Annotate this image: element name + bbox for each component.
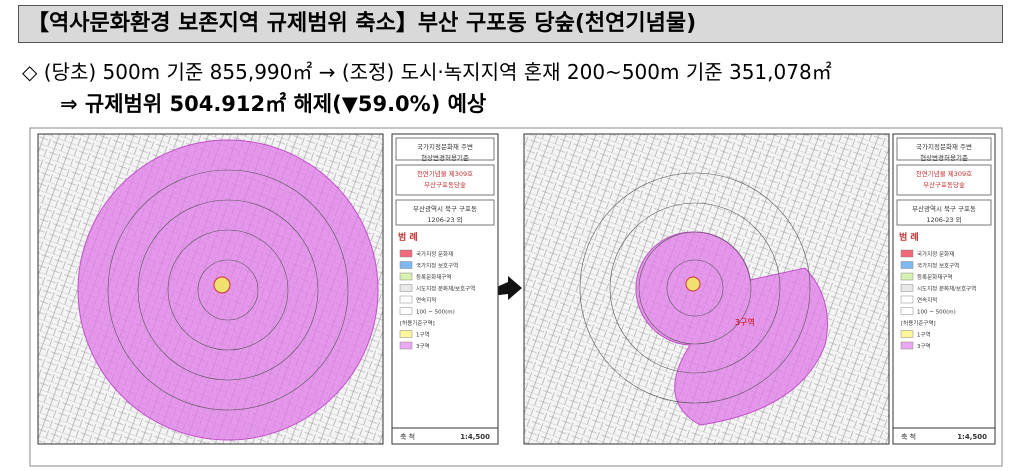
- legend-swatch: [399, 261, 413, 269]
- panel-text: 부산광역시 북구 구포동: [912, 204, 976, 213]
- map-border: [37, 133, 384, 445]
- legend-label: 3구역: [416, 342, 430, 350]
- panel-box: [395, 164, 495, 196]
- legend-title: 범 례: [398, 231, 418, 243]
- scale: 1:4,500: [460, 433, 490, 441]
- title: 【역사문화환경 보존지역 규제범위 축소】부산 구포동 당숲(천연기념물): [18, 5, 1003, 43]
- panel-text: 부산구포동당숲: [923, 180, 965, 189]
- legend-label: 100 ~ 500(m): [917, 310, 956, 316]
- legend-swatch: [399, 249, 413, 258]
- scale-label: 축 척: [400, 432, 415, 441]
- legend-swatch: [900, 307, 914, 315]
- panel-text: 1206-23 외: [427, 216, 462, 224]
- legend-label: 국가지정 보호구역: [917, 262, 959, 270]
- panel-text: 국가지정문화재 주변: [417, 142, 473, 151]
- legend-label: 국가지정 문화재: [416, 250, 453, 258]
- legend-swatch: [399, 341, 413, 350]
- legend-swatch: [399, 272, 413, 281]
- legend-title: 범 례: [899, 231, 919, 243]
- legend-label: 3구역: [917, 342, 931, 350]
- legend-label: 1구역: [917, 331, 931, 339]
- panel-text: 부산구포동당숲: [424, 180, 466, 189]
- legend-label: 연속지적: [917, 296, 937, 304]
- legend-label: 시도지정 문화재/보호구역: [416, 285, 475, 293]
- panel-text: 현상변경허용기준: [920, 153, 968, 162]
- frame: [29, 127, 1003, 467]
- legend-label: 등록문화재구역: [917, 273, 952, 281]
- site: [213, 276, 231, 294]
- panel-text: 부산광역시 북구 구포동: [413, 204, 477, 213]
- legend-swatch: [900, 295, 914, 304]
- scale-label: 축 척: [901, 432, 916, 441]
- panel-box: [896, 199, 992, 226]
- legend-swatch: [900, 249, 914, 258]
- map-border: [523, 133, 890, 445]
- legend-swatch: [399, 295, 413, 304]
- summary-line: ◇ (당초) 500m 기준 855,990㎡ → (조정) 도시·녹지지역 혼…: [22, 60, 832, 84]
- legend-label: 시도지정 문화재/보호구역: [917, 285, 976, 293]
- legend-label: 등록문화재구역: [416, 273, 451, 281]
- legend-swatch: [900, 261, 914, 269]
- site: [685, 276, 701, 292]
- panel-box: [896, 137, 992, 161]
- summary-line: ⇒ 규제범위 504.912㎡ 해제(▼59.0%) 예상: [60, 92, 487, 116]
- scale: 1:4,500: [957, 433, 987, 441]
- legend-swatch: [399, 307, 413, 315]
- panel-text: 1206-23 외: [926, 216, 961, 224]
- legend-swatch: [399, 284, 413, 292]
- legend-label: [허용기준구역]: [400, 319, 435, 327]
- legend-label: 국가지정 문화재: [917, 250, 954, 258]
- panel-text: 천연기념물 제309호: [417, 169, 473, 178]
- legend-swatch: [900, 341, 914, 350]
- legend-swatch: [900, 330, 914, 338]
- panel-box: [896, 164, 992, 196]
- legend-label: 1구역: [416, 331, 430, 339]
- legend-swatch: [399, 330, 413, 338]
- panel-text: 천연기념물 제309호: [916, 169, 972, 178]
- zone-label: 3구역: [735, 317, 755, 327]
- panel-text: 현상변경허용기준: [421, 153, 469, 162]
- legend-swatch: [900, 272, 914, 281]
- legend-label: 국가지정 보호구역: [416, 262, 458, 270]
- panel-box: [395, 199, 495, 226]
- panel-box: [395, 137, 495, 161]
- panel-text: 국가지정문화재 주변: [916, 142, 972, 151]
- panel-border: [391, 133, 499, 445]
- legend-label: 연속지적: [416, 296, 436, 304]
- legend-label: 100 ~ 500(m): [416, 310, 455, 316]
- legend-swatch: [900, 284, 914, 292]
- legend-label: [허용기준구역]: [901, 319, 936, 327]
